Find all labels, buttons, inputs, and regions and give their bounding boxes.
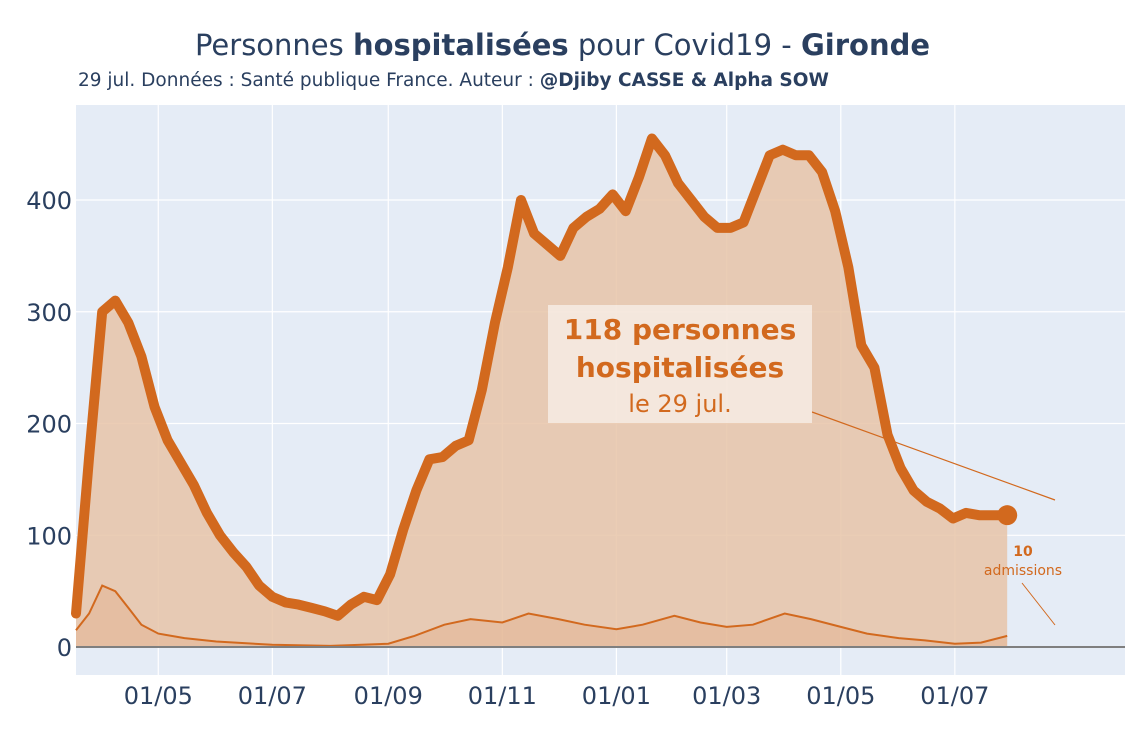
last-point-marker [997,505,1018,526]
x-tick-label: 01/09 [354,682,423,710]
admissions-count: 10 [1013,544,1033,560]
x-tick-label: 01/03 [692,682,761,710]
chart-title: Personnes hospitalisées pour Covid19 - G… [0,28,1125,62]
x-tick-label: 01/01 [582,682,651,710]
admissions-label: admissions [983,563,1063,579]
y-tick-label: 0 [57,634,72,662]
annotation-line-1: 118 personnes [563,313,797,346]
annotation-arrow-hospitalized [811,411,1056,501]
x-axis-labels: 01/05 01/07 01/09 01/11 01/01 01/03 01/05 01/07 [124,682,990,710]
admissions-line [75,584,1008,647]
title-part-3: pour Covid19 - [568,28,801,62]
y-axis-labels: 0 100 200 300 400 [26,187,72,662]
x-tick-label: 01/11 [468,682,537,710]
annotation-line-3: le 29 jul. [628,390,732,418]
chart-subtitle: 29 jul. Données : Santé publique France.… [78,70,829,91]
y-tick-label: 300 [26,299,72,327]
title-part-1: Personnes [194,28,353,62]
x-tick-label: 01/07 [238,682,307,710]
x-tick-label: 01/07 [920,682,989,710]
annotation-arrow-admissions [1021,582,1056,626]
title-part-4: Gironde [800,28,931,62]
annotation-line-2: hospitalisées [575,351,785,384]
annotation-hospitalized: 118 personnes hospitalisées le 29 jul. [548,305,812,423]
hospitalized-line [71,133,1013,621]
x-tick-label: 01/05 [124,682,193,710]
hospitalized-area [76,138,1008,648]
y-tick-label: 200 [26,411,72,439]
title-part-2: hospitalisées [352,28,569,62]
subtitle-text: 29 jul. Données : Santé publique France.… [78,70,540,91]
x-tick-label: 01/05 [806,682,875,710]
series-layer [71,133,1125,649]
subtitle-author: @Djiby CASSE & Alpha SOW [539,70,829,91]
annotation-admissions: 10 admissions [968,543,1078,581]
y-tick-label: 100 [26,522,72,550]
y-tick-label: 400 [26,187,72,215]
